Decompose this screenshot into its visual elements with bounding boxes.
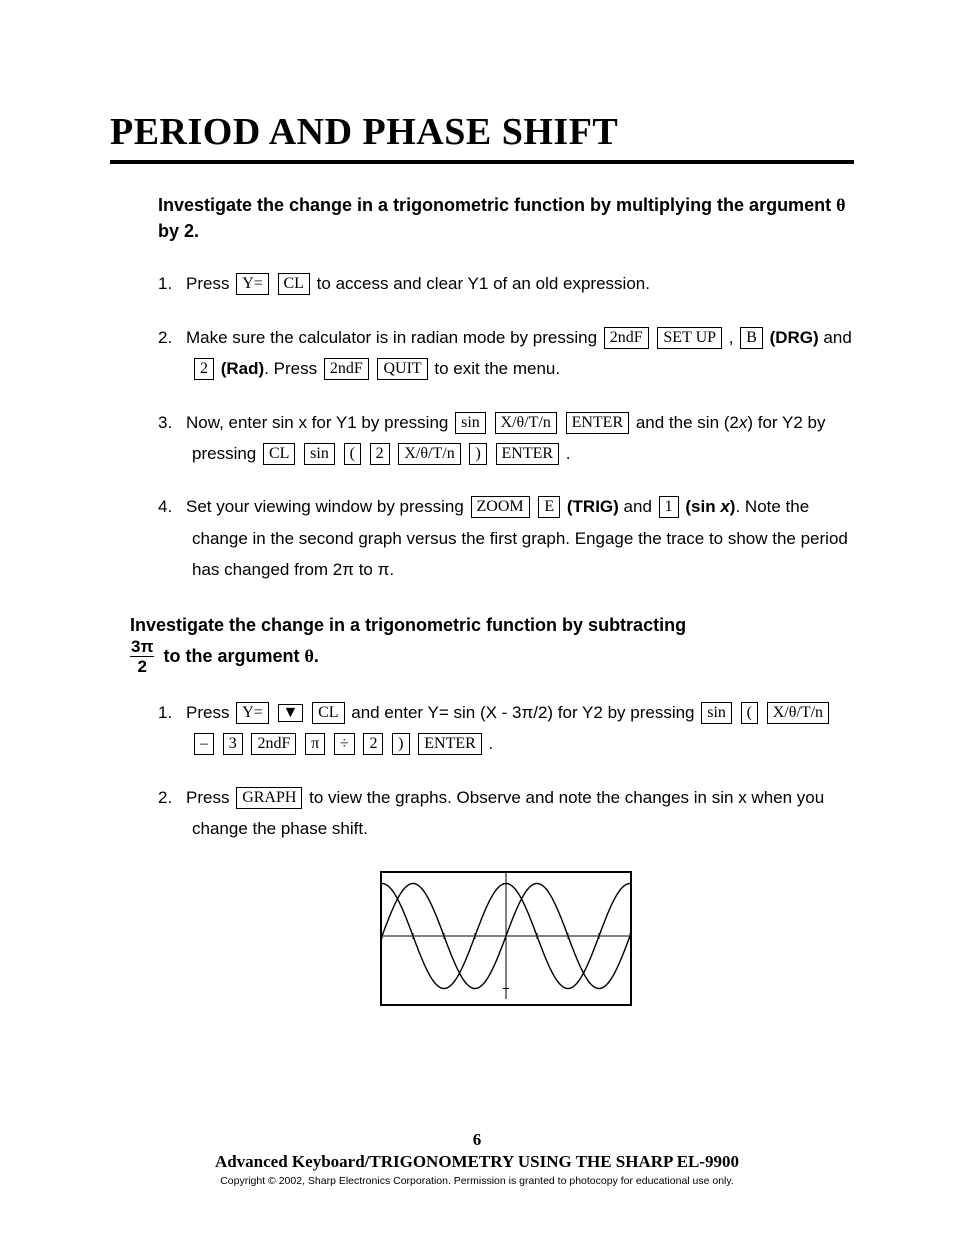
key-2: 2	[370, 443, 390, 465]
section2-step1: 1.Press Y= ▼ CL and enter Y= sin (X - 3π…	[158, 697, 854, 760]
key-rparen: )	[392, 733, 409, 755]
key-cl: CL	[278, 273, 310, 295]
key-div: ÷	[334, 733, 355, 755]
section2-heading: Investigate the change in a trigonometri…	[130, 612, 854, 675]
text: Press	[186, 274, 234, 293]
section1-step4: 4.Set your viewing window by pressing ZO…	[158, 491, 854, 585]
text: and	[819, 328, 852, 347]
text: Press	[186, 703, 234, 722]
key-sin: sin	[455, 412, 486, 434]
key-pi: π	[305, 733, 325, 755]
step-num: 2.	[158, 782, 186, 813]
book-title-line: Advanced Keyboard/TRIGONOMETRY USING THE…	[0, 1152, 954, 1172]
key-cl: CL	[263, 443, 295, 465]
key-zoom: ZOOM	[471, 496, 530, 518]
key-rparen: )	[469, 443, 486, 465]
section1-steps: 1.Press Y= CL to access and clear Y1 of …	[158, 268, 854, 586]
step-num: 1.	[158, 268, 186, 299]
key-minus: –	[194, 733, 214, 755]
text: .	[484, 734, 493, 753]
key-quit: QUIT	[377, 358, 427, 380]
section1-heading-pre: Investigate the change in a trigonometri…	[158, 195, 836, 215]
section1-step3: 3.Now, enter sin x for Y1 by pressing si…	[158, 407, 854, 470]
key-enter: ENTER	[418, 733, 482, 755]
section2-heading-pre: Investigate the change in a trigonometri…	[130, 615, 686, 635]
key-2: 2	[363, 733, 383, 755]
key-graph: GRAPH	[236, 787, 302, 809]
key-2ndf: 2ndF	[604, 327, 649, 349]
text: to access and clear Y1 of an old express…	[312, 274, 650, 293]
theta-symbol: θ	[305, 646, 314, 666]
key-sin: sin	[701, 702, 732, 724]
label-sinx: (sin x)	[685, 497, 735, 516]
theta-symbol: θ	[836, 195, 845, 215]
section1-step1: 1.Press Y= CL to access and clear Y1 of …	[158, 268, 854, 299]
label-trig: (TRIG)	[567, 497, 619, 516]
label-rad: (Rad)	[221, 359, 264, 378]
key-setup: SET UP	[657, 327, 722, 349]
section2-steps: 1.Press Y= ▼ CL and enter Y= sin (X - 3π…	[158, 697, 854, 845]
text: and the sin (2	[631, 413, 739, 432]
section1-step2: 2.Make sure the calculator is in radian …	[158, 322, 854, 385]
step-num: 2.	[158, 322, 186, 353]
step-num: 4.	[158, 491, 186, 522]
key-2ndf: 2ndF	[324, 358, 369, 380]
key-lparen: (	[344, 443, 361, 465]
key-2: 2	[194, 358, 214, 380]
key-2ndf: 2ndF	[251, 733, 296, 755]
text: Set your viewing window by pressing	[186, 497, 469, 516]
step-num: 3.	[158, 407, 186, 438]
key-y-equals: Y=	[236, 702, 269, 724]
key-sin: sin	[304, 443, 335, 465]
copyright-line: Copyright © 2002, Sharp Electronics Corp…	[0, 1175, 954, 1187]
key-var: X/θ/T/n	[398, 443, 460, 465]
text: to exit the menu.	[430, 359, 560, 378]
key-y-equals: Y=	[236, 273, 269, 295]
label-drg: (DRG)	[770, 328, 819, 347]
section2-heading-mid: to the argument	[158, 646, 304, 666]
text: Press	[186, 788, 234, 807]
key-down-arrow: ▼	[278, 704, 304, 722]
key-enter: ENTER	[496, 443, 560, 465]
graph-figure	[158, 871, 854, 1006]
step-num: 1.	[158, 697, 186, 728]
page-title: PERIOD AND PHASE SHIFT	[110, 110, 854, 154]
section2-step2: 2.Press GRAPH to view the graphs. Observ…	[158, 782, 854, 845]
text: ,	[724, 328, 738, 347]
text: . Press	[264, 359, 322, 378]
key-b: B	[740, 327, 763, 349]
section1-heading-post: by 2.	[158, 221, 199, 241]
sine-plot	[382, 873, 630, 999]
key-var: X/θ/T/n	[495, 412, 557, 434]
text: .	[561, 444, 570, 463]
text: and	[619, 497, 657, 516]
key-enter: ENTER	[566, 412, 630, 434]
page-footer: 6 Advanced Keyboard/TRIGONOMETRY USING T…	[0, 1130, 954, 1187]
key-cl: CL	[312, 702, 344, 724]
title-rule	[110, 160, 854, 164]
section1-heading: Investigate the change in a trigonometri…	[158, 192, 854, 244]
key-lparen: (	[741, 702, 758, 724]
text: and enter Y= sin (X - 3π/2) for Y2 by pr…	[347, 703, 700, 722]
fraction-3pi-2: 3π2	[130, 638, 154, 675]
page-number: 6	[0, 1130, 954, 1150]
key-e: E	[538, 496, 560, 518]
text: Now, enter sin x for Y1 by pressing	[186, 413, 453, 432]
text: Make sure the calculator is in radian mo…	[186, 328, 602, 347]
key-var: X/θ/T/n	[767, 702, 829, 724]
section2-heading-post: .	[314, 646, 319, 666]
key-1: 1	[659, 496, 679, 518]
key-3: 3	[223, 733, 243, 755]
